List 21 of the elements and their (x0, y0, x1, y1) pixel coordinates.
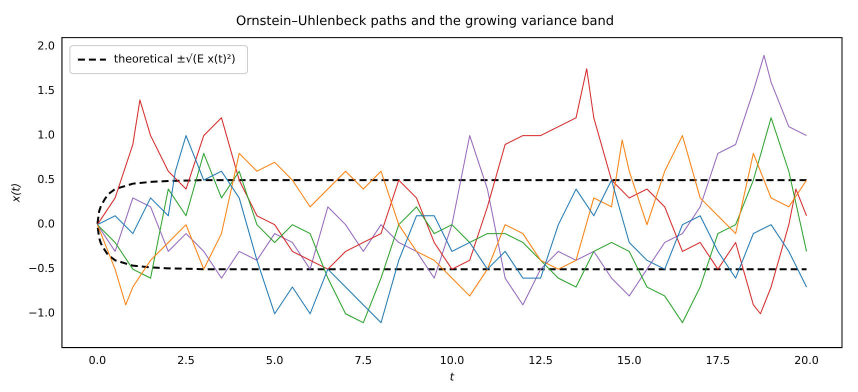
x-tick-label: 15.0 (617, 354, 642, 368)
x-tick-label: 2.5 (177, 354, 195, 368)
chart-title: Ornstein–Uhlenbeck paths and the growing variance band (236, 14, 614, 30)
x-tick-label: 0.0 (88, 354, 106, 368)
x-tick-label: 10.0 (440, 354, 464, 368)
y-tick-label: 0.5 (37, 172, 55, 186)
y-tick-label: 1.5 (37, 84, 55, 97)
y-tick-label: −1.0 (28, 306, 55, 320)
y-axis-title: x(t) (9, 182, 22, 204)
y-tick-label: 2.0 (37, 39, 55, 52)
y-tick-label: 1.0 (37, 128, 55, 142)
x-axis-title: t (450, 370, 455, 384)
y-tick-label: 0.0 (37, 218, 55, 231)
x-tick-label: 5.0 (266, 354, 284, 368)
x-tick-label: 17.5 (706, 354, 730, 368)
legend-label: theoretical ±√(E x(t)²) (114, 52, 236, 66)
line-series (96, 179, 808, 270)
y-tick-label: −0.5 (28, 262, 55, 276)
x-tick-label: 20.0 (794, 354, 819, 368)
x-tick-label: 7.5 (354, 354, 372, 368)
x-tick-label: 12.5 (528, 354, 553, 368)
